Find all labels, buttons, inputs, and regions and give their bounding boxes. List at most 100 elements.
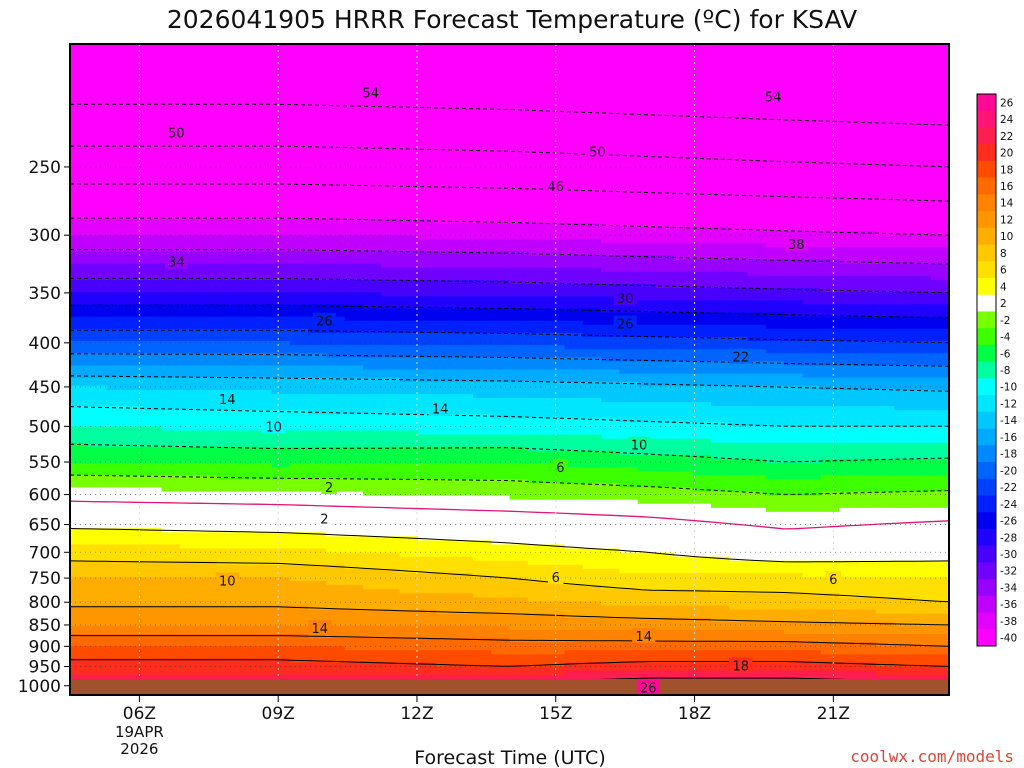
field-cell [326, 251, 346, 257]
field-cell [363, 182, 382, 188]
field-cell [216, 190, 236, 196]
field-cell [234, 410, 254, 415]
field-cell [161, 617, 181, 623]
field-cell [619, 113, 639, 118]
field-cell [399, 491, 419, 497]
field-cell [124, 617, 144, 623]
field-cell [582, 491, 602, 497]
field-cell [619, 137, 639, 143]
field-cell [308, 117, 327, 122]
field-cell [381, 202, 401, 208]
field-cell [106, 601, 126, 607]
field-cell [179, 76, 199, 82]
field-cell [70, 475, 89, 480]
field-cell [289, 479, 309, 485]
field-cell [161, 560, 181, 566]
field-cell [124, 515, 144, 521]
field-cell [271, 92, 291, 98]
field-cell [289, 430, 309, 436]
field-cell [363, 446, 382, 452]
field-cell [601, 621, 620, 627]
field-cell [198, 170, 218, 175]
field-cell [106, 593, 126, 598]
field-cell [527, 60, 547, 65]
field-cell [601, 654, 620, 659]
field-cell [88, 662, 108, 668]
field-cell [564, 190, 584, 196]
field-cell [564, 341, 584, 346]
field-cell [106, 141, 126, 147]
field-cell [106, 589, 126, 594]
field-cell [289, 267, 309, 273]
field-cell [399, 666, 419, 672]
field-cell [88, 426, 108, 432]
field-cell [436, 556, 456, 562]
field-cell [234, 369, 254, 375]
field-cell [70, 44, 89, 49]
field-cell [234, 125, 254, 131]
field-cell [161, 284, 181, 289]
field-cell [546, 377, 566, 383]
field-cell [124, 377, 144, 383]
field-cell [491, 373, 511, 379]
field-cell [601, 658, 620, 664]
field-cell [198, 507, 218, 513]
field-cell [308, 125, 327, 131]
field-cell [161, 194, 181, 200]
field-cell [234, 345, 254, 350]
field-cell [106, 190, 126, 196]
field-cell [106, 552, 126, 558]
field-cell [601, 341, 620, 346]
field-cell [253, 646, 273, 651]
field-cell [143, 174, 163, 179]
field-cell [253, 638, 273, 643]
field-cell [436, 658, 456, 664]
field-cell [106, 255, 126, 261]
field-cell [234, 271, 254, 277]
field-cell [308, 548, 327, 554]
field-cell [601, 231, 620, 236]
field-cell [179, 80, 199, 86]
field-cell [289, 259, 309, 265]
field-cell [601, 601, 620, 607]
field-cell [253, 670, 273, 676]
field-cell [179, 117, 199, 122]
field-cell [527, 129, 547, 135]
field-cell [564, 666, 584, 672]
field-cell [363, 166, 382, 171]
field-cell [70, 109, 89, 114]
field-cell [326, 446, 346, 452]
field-cell [161, 629, 181, 635]
field-cell [454, 361, 474, 367]
field-cell [601, 288, 620, 293]
field-cell [582, 231, 602, 236]
field-cell [363, 255, 382, 261]
field-cell [271, 503, 291, 509]
field-cell [527, 520, 547, 525]
field-cell [216, 613, 236, 619]
field-cell [253, 483, 273, 489]
field-cell [472, 174, 492, 179]
field-cell [271, 170, 291, 175]
field-cell [308, 161, 327, 167]
field-cell [124, 369, 144, 375]
field-cell [70, 60, 89, 65]
field-cell [527, 223, 547, 228]
field-cell [143, 210, 163, 216]
field-cell [124, 157, 144, 163]
field-cell [436, 434, 456, 440]
field-cell [601, 393, 620, 399]
field-cell [234, 406, 254, 411]
field-cell [491, 100, 511, 106]
field-cell [564, 145, 584, 151]
field-cell [198, 389, 218, 395]
field-cell [491, 48, 511, 53]
field-cell [344, 357, 364, 362]
field-cell [344, 214, 364, 220]
field-cell [198, 292, 218, 297]
field-cell [344, 499, 364, 505]
field-cell [143, 300, 163, 305]
field-cell [271, 125, 291, 131]
field-cell [271, 467, 291, 472]
field-cell [143, 133, 163, 139]
